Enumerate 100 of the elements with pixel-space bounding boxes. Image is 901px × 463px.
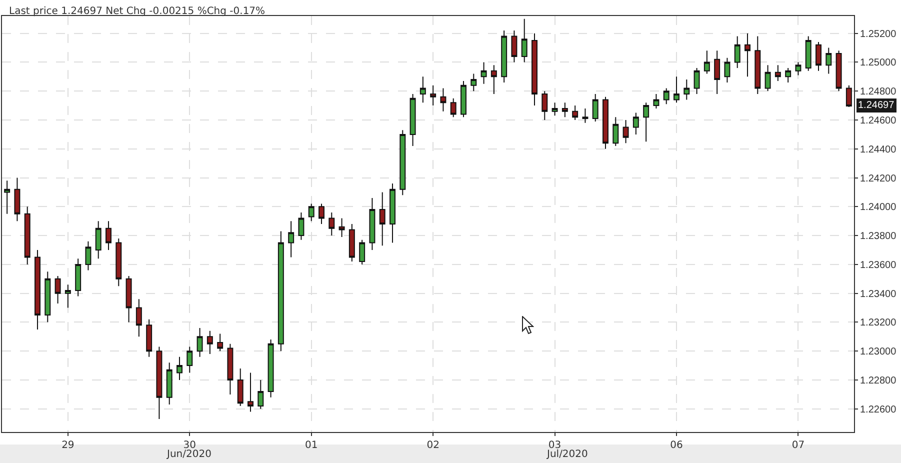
candlestick (704, 50, 710, 74)
candlestick (542, 90, 548, 120)
candlestick (126, 276, 132, 323)
candlestick (186, 346, 193, 374)
candlestick (490, 64, 497, 94)
candlestick (754, 36, 761, 94)
text: Jul/2020 (546, 449, 588, 460)
candlestick (764, 64, 771, 92)
candlestick (4, 180, 10, 214)
candlestick (521, 18, 528, 63)
candlestick (836, 50, 842, 92)
candlestick (816, 42, 822, 72)
x-tick-label: 30 (183, 440, 196, 451)
candlestick (450, 98, 456, 118)
candlestick (532, 32, 538, 106)
candlestick (785, 68, 792, 83)
candlestick (622, 120, 629, 144)
candlestick (227, 343, 234, 395)
candlestick (308, 203, 314, 222)
candlestick (846, 84, 852, 108)
candlestick (34, 250, 40, 330)
y-tick-label: 1.24000 (860, 202, 897, 214)
y-tick-label: 1.23000 (860, 346, 897, 358)
y-tick-label: 1.24600 (860, 116, 897, 126)
candlestick (774, 64, 781, 82)
candlestick (734, 36, 740, 68)
candlestick (318, 203, 324, 224)
candlestick (278, 230, 284, 352)
candlestick (369, 198, 376, 250)
y-tick-label: 1.24800 (860, 86, 897, 98)
candlestick (663, 88, 670, 105)
candlestick (592, 94, 598, 122)
candlestick (653, 94, 660, 109)
candlestick (359, 239, 366, 265)
candlestick (714, 50, 720, 94)
candlestick (258, 380, 264, 410)
candlestick (602, 96, 608, 150)
candlestick (176, 356, 182, 380)
candlestick (582, 108, 588, 124)
y-tick-label: 1.22600 (860, 404, 897, 416)
candlestick (643, 102, 650, 142)
candlestick (196, 328, 203, 358)
candlestick (217, 333, 224, 352)
candlestick (390, 183, 396, 244)
candlestick (460, 80, 466, 118)
candlestick (470, 73, 477, 92)
candlestick (826, 47, 832, 74)
candlestick (206, 330, 213, 354)
candlestick (116, 238, 122, 287)
x-tick-label: 07 (792, 440, 805, 451)
x-tick-label: 06 (670, 440, 683, 451)
candlestick (95, 220, 102, 260)
candlestick (552, 102, 558, 116)
y-tick-label: 1.24200 (860, 173, 897, 184)
candlestick (400, 130, 406, 196)
y-tick-label: 1.23600 (860, 260, 897, 271)
candlestick (562, 102, 568, 118)
candlestick (248, 372, 254, 412)
candlestick (328, 212, 335, 236)
x-tick-label: 03 (548, 440, 562, 451)
candlestick (805, 36, 812, 72)
x-tick-label: 01 (304, 440, 318, 451)
candlestick (44, 271, 51, 323)
candlestick (24, 206, 30, 265)
candlestick (632, 112, 639, 135)
candlestick (166, 362, 172, 406)
x-tick-label: 29 (62, 440, 74, 451)
candlestick (54, 276, 61, 304)
y-tick-label: 1.23400 (860, 288, 897, 300)
candlestick (724, 57, 730, 83)
candlestick (684, 79, 690, 100)
y-tick-label: 1.24400 (860, 144, 897, 156)
candlestick (501, 30, 508, 83)
candlestick (430, 84, 436, 106)
candlestick (237, 368, 244, 406)
y-tick-label: 1.23200 (860, 318, 897, 329)
candlestick (146, 318, 152, 358)
candlestick (106, 220, 112, 250)
candlestick (440, 88, 446, 112)
candlestick (75, 258, 82, 297)
candlestick (14, 177, 20, 222)
candlestick (694, 68, 700, 94)
candlestick (612, 116, 619, 146)
x-tick-label: 02 (426, 440, 440, 451)
candlestick (298, 212, 304, 240)
candlestick (64, 284, 71, 308)
candlestick (480, 62, 487, 84)
candlestick (348, 224, 355, 262)
candlestick (156, 346, 162, 420)
candlestick (511, 30, 518, 63)
candlestick (420, 76, 426, 104)
candlestick (674, 76, 680, 104)
candlestick (136, 298, 142, 338)
candlestick (410, 94, 416, 146)
candlestick (85, 240, 92, 271)
candlestick (744, 32, 750, 78)
y-tick-label: 1.25000 (860, 58, 897, 69)
y-tick-label: 1.25200 (860, 28, 897, 40)
candlestick (379, 192, 386, 246)
annotation: 1.24697 (858, 100, 895, 111)
